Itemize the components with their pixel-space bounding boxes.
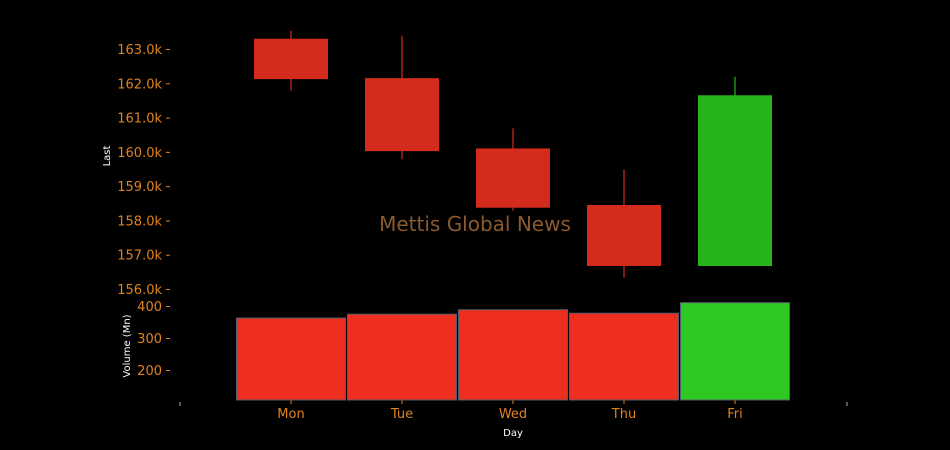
candle-body	[254, 38, 328, 80]
price-tick-label: 163.0k	[117, 43, 162, 58]
volume-bar-thu	[569, 312, 679, 401]
day-tick-label: Tue	[390, 407, 413, 422]
candle-body	[698, 95, 772, 266]
price-axis: 156.0k 157.0k 158.0k 159.0k 160.0k 161.0k 162.…	[117, 43, 170, 298]
day-tick-label: Mon	[277, 407, 304, 422]
volume-bar-fri	[680, 302, 790, 401]
volume-tick-label: 300	[137, 332, 162, 347]
price-tick-label: 159.0k	[117, 180, 162, 195]
day-tick-label: Wed	[499, 407, 527, 422]
day-axis: Mon Tue Wed Thu Fri	[179, 400, 848, 422]
candle-body	[365, 78, 439, 152]
x-axis-title: Day	[503, 428, 523, 439]
price-tick-label: 157.0k	[117, 249, 162, 264]
volume-bar-wed	[458, 309, 568, 401]
candles	[254, 30, 772, 278]
volume-axis-title: Volume (Mn)	[122, 314, 133, 377]
volume-axis: 200 300 400	[137, 300, 170, 379]
price-tick-label: 162.0k	[117, 77, 162, 92]
candle-wed	[476, 128, 550, 211]
volume-tick-label: 200	[137, 364, 162, 379]
day-tick-label: Thu	[611, 407, 636, 422]
candle-thu	[587, 169, 661, 278]
volume-bar-tue	[347, 313, 457, 401]
price-tick-label: 158.0k	[117, 214, 162, 229]
price-tick-label: 156.0k	[117, 283, 162, 298]
volume-tick-label: 400	[137, 300, 162, 315]
price-tick-label: 160.0k	[117, 146, 162, 161]
day-tick-label: Fri	[727, 407, 743, 422]
volume-bar-mon	[236, 317, 346, 401]
price-tick-label: 161.0k	[117, 112, 162, 127]
volume-bars	[236, 302, 790, 401]
watermark: Mettis Global News	[379, 212, 571, 236]
price-axis-title: Last	[102, 146, 113, 167]
candle-body	[476, 148, 550, 208]
candle-mon	[254, 30, 328, 91]
candle-body	[587, 205, 661, 266]
candle-fri	[698, 76, 772, 266]
candle-tue	[365, 35, 439, 160]
